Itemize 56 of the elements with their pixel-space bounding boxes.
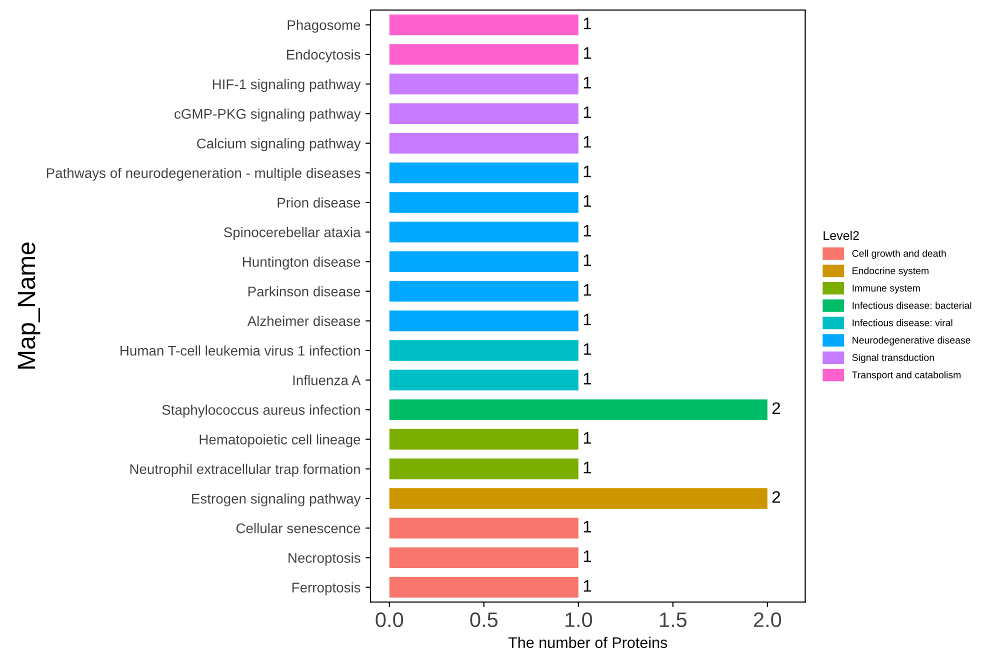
data-label: 1: [584, 284, 592, 296]
legend-title: Level2: [824, 230, 859, 240]
y-tick-label: Influenza A: [293, 375, 361, 386]
data-label: 1: [584, 343, 592, 355]
legend-label: Neurodegenerative disease: [852, 336, 970, 346]
data-label: 1: [584, 372, 592, 384]
y-tick-label: HIF-1 signaling pathway: [212, 79, 361, 92]
y-tick-label: Hematopoietic cell lineage: [200, 434, 360, 448]
y-tick-label: Phagosome: [288, 20, 360, 33]
y-tick-label: Parkinson disease: [248, 286, 360, 296]
data-label: 1: [584, 520, 592, 532]
y-tick-label: Necroptosis: [288, 552, 360, 566]
y-tick-label: Human T-cell leukemia virus 1 infection: [120, 345, 360, 356]
data-label: 1: [584, 195, 592, 207]
data-label: 1: [584, 166, 592, 178]
legend-label: Immune system: [852, 284, 920, 294]
legend-label: Infectious disease: bacterial: [852, 302, 972, 309]
y-tick-label: cGMP-PKG signaling pathway: [174, 108, 361, 122]
x-tick-label: 0.5: [470, 612, 498, 628]
y-tick-label: Ferroptosis: [292, 582, 360, 596]
y-tick-label: Estrogen signaling pathway: [192, 493, 361, 506]
y-tick-label: Huntington disease: [243, 256, 360, 270]
x-axis-title: The number of Proteins: [508, 636, 668, 648]
x-tick-label: 2.0: [754, 612, 782, 628]
data-label: 1: [584, 18, 592, 30]
y-tick-label: Calcium signaling pathway: [197, 138, 361, 152]
data-label: 1: [584, 76, 592, 88]
data-label: 1: [584, 314, 592, 326]
y-axis-title: Map_Name: [18, 242, 40, 369]
y-tick-label: Cellular senescence: [236, 523, 360, 534]
y-tick-label: Neutrophil extracellular trap formation: [130, 464, 360, 477]
y-tick-label: Staphylococcus aureus infection: [162, 404, 360, 418]
data-label: 1: [584, 136, 592, 148]
data-label: 1: [584, 432, 592, 444]
legend-label: Endocrine system: [852, 267, 928, 276]
data-label: 2: [772, 491, 780, 503]
y-tick-label: Pathways of neurodegeneration - multiple diseases: [46, 168, 360, 181]
legend-label: Cell growth and death: [852, 250, 946, 259]
legend-label: Transport and catabolism: [852, 371, 961, 380]
y-tick-label: Alzheimer disease: [247, 316, 360, 326]
data-label: 1: [584, 47, 592, 59]
data-label: 1: [584, 550, 592, 562]
y-tick-label: Spinocerebellar ataxia: [224, 227, 361, 240]
y-tick-label: Endocytosis: [287, 49, 360, 62]
y-tick-label: Prion disease: [278, 197, 360, 208]
x-tick-label: 1.5: [660, 612, 687, 628]
data-label: 1: [584, 224, 592, 236]
x-tick-label: 1.0: [566, 612, 592, 628]
data-label: 2: [772, 402, 780, 414]
x-tick-label: 0.0: [376, 612, 404, 628]
data-label: 1: [584, 462, 592, 474]
data-label: 1: [584, 106, 592, 118]
data-label: 1: [584, 580, 592, 592]
legend-label: Infectious disease: viral: [852, 319, 952, 326]
legend-label: Signal transduction: [852, 354, 934, 363]
data-label: 1: [584, 254, 592, 266]
